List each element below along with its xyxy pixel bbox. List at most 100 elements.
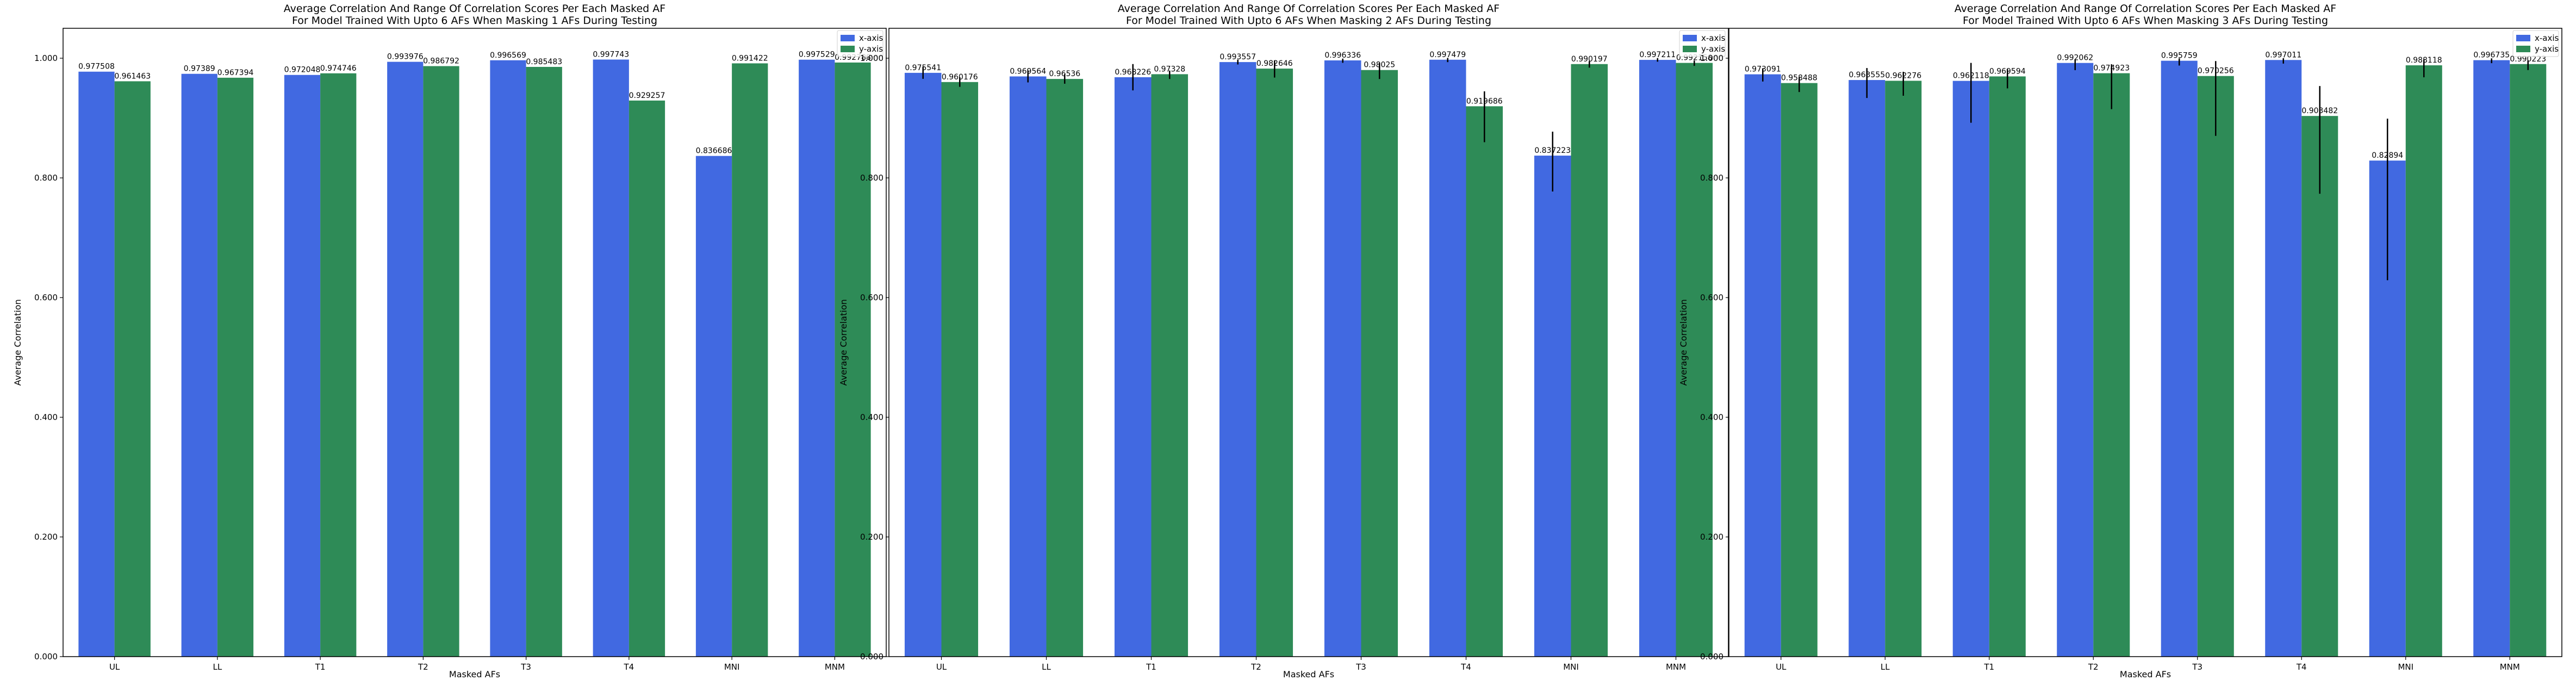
data-label: 0.977508 — [78, 63, 115, 71]
bar-y-axis-t3 — [1361, 70, 1398, 657]
data-label: 0.993976 — [387, 53, 424, 61]
data-label: 0.963555 — [1849, 71, 1885, 79]
bar-y-axis-ul — [114, 81, 151, 657]
bar-x-axis-t3 — [490, 60, 526, 657]
y-axis-label: Average Correlation — [838, 299, 849, 386]
x-tick-label: UL — [1776, 662, 1787, 672]
x-axis-label: Masked AFs — [2120, 669, 2171, 679]
data-label: 0.972048 — [284, 66, 321, 75]
x-tick-label: MNI — [1563, 662, 1579, 672]
data-label: 0.969594 — [1989, 67, 2026, 76]
data-label: 0.990223 — [2510, 55, 2546, 64]
data-label: 0.997529 — [799, 51, 835, 59]
bar-x-axis-t3 — [2161, 60, 2198, 657]
bar-x-axis-ll — [1849, 80, 1886, 657]
data-label: 0.836686 — [696, 147, 732, 156]
y-tick-label: 0.200 — [34, 532, 58, 542]
legend-swatch-y-axis — [841, 46, 855, 52]
bar-y-axis-ul — [941, 82, 979, 657]
bar-y-axis-ll — [1885, 81, 1922, 657]
data-label: 0.985483 — [526, 58, 562, 66]
bar-y-axis-t1 — [1989, 76, 2026, 657]
data-label: 0.837223 — [1534, 146, 1571, 155]
plot-frame — [888, 28, 1729, 657]
data-label: 0.98025 — [1364, 61, 1395, 70]
bar-y-axis-t3 — [526, 66, 562, 657]
bar-y-axis-t1 — [1151, 74, 1189, 657]
x-tick-label: UL — [109, 662, 120, 672]
x-tick-label: T4 — [2296, 662, 2307, 672]
legend-label: x-axis — [859, 33, 883, 43]
legend-swatch-x-axis — [2516, 35, 2530, 41]
bar-y-axis-mnm — [2510, 64, 2547, 657]
y-tick-label: 0.400 — [860, 412, 883, 422]
bar-x-axis-t2 — [1219, 62, 1256, 657]
data-label: 0.988118 — [2406, 56, 2442, 65]
bar-y-axis-t2 — [1256, 69, 1293, 657]
chart-title: Average Correlation And Range Of Correla… — [284, 3, 665, 15]
y-tick-label: 0.600 — [860, 293, 883, 302]
y-tick-label: 0.000 — [34, 652, 58, 662]
data-label: 0.993557 — [1219, 53, 1256, 61]
x-tick-label: LL — [1042, 662, 1051, 672]
legend-label: y-axis — [1701, 44, 1725, 54]
data-label: 0.974923 — [2093, 64, 2130, 73]
data-label: 0.995759 — [2161, 52, 2198, 60]
data-label: 0.986792 — [423, 57, 459, 66]
bar-x-axis-t2 — [387, 61, 424, 657]
y-axis-label: Average Correlation — [13, 299, 23, 386]
chart-subtitle: For Model Trained With Upto 6 AFs When M… — [1126, 15, 1491, 27]
bar-x-axis-t4 — [2265, 60, 2302, 657]
bar-y-axis-t2 — [423, 66, 459, 657]
data-label: 0.962276 — [1885, 71, 1921, 80]
bar-x-axis-ul — [1744, 74, 1781, 657]
x-tick-label: T4 — [1460, 662, 1471, 672]
y-tick-label: 1.000 — [1700, 53, 1723, 63]
bar-x-axis-t4 — [1429, 59, 1466, 657]
x-tick-label: T3 — [2192, 662, 2202, 672]
data-label: 0.997211 — [1639, 51, 1676, 59]
x-tick-label: T4 — [624, 662, 634, 672]
x-tick-label: MNM — [825, 662, 845, 672]
bar-y-axis-ll — [217, 77, 254, 657]
data-label: 0.969564 — [1010, 67, 1046, 76]
legend-swatch-y-axis — [1683, 46, 1697, 52]
data-label: 0.996336 — [1324, 51, 1361, 60]
y-tick-label: 0.200 — [1700, 532, 1723, 542]
bar-x-axis-ll — [1009, 76, 1047, 657]
bar-x-axis-mnm — [799, 59, 835, 657]
bar-x-axis-t1 — [284, 75, 321, 657]
chart-subtitle: For Model Trained With Upto 6 AFs When M… — [292, 15, 657, 27]
bar-y-axis-t4 — [1466, 106, 1503, 657]
bar-x-axis-t1 — [1952, 81, 1989, 657]
x-tick-label: T2 — [418, 662, 428, 672]
bar-x-axis-mnm — [2473, 60, 2510, 657]
data-label: 0.974746 — [320, 64, 357, 73]
bar-y-axis-t4 — [2301, 116, 2338, 657]
legend-label: x-axis — [2535, 33, 2559, 43]
legend-label: y-axis — [2535, 44, 2559, 54]
y-tick-label: 0.000 — [1700, 652, 1723, 662]
y-axis-label: Average Correlation — [1678, 299, 1689, 386]
bar-y-axis-mnm — [835, 62, 871, 657]
data-label: 0.958488 — [1781, 74, 1818, 83]
data-label: 0.996569 — [490, 51, 526, 60]
bar-y-axis-ul — [1781, 83, 1818, 657]
y-tick-label: 0.800 — [860, 173, 883, 183]
bar-x-axis-mnm — [1639, 60, 1676, 657]
bar-y-axis-t2 — [2093, 73, 2130, 657]
data-label: 0.960176 — [942, 73, 978, 82]
y-tick-label: 0.000 — [860, 652, 883, 662]
x-tick-label: LL — [1881, 662, 1890, 672]
legend-label: y-axis — [859, 44, 883, 54]
plot-frame — [63, 28, 887, 657]
data-label: 0.982646 — [1256, 59, 1293, 68]
x-tick-label: LL — [213, 662, 222, 672]
bar-x-axis-mni — [695, 156, 732, 657]
data-label: 0.992062 — [2057, 54, 2093, 63]
x-tick-label: T1 — [1146, 662, 1156, 672]
data-label: 0.903482 — [2301, 107, 2338, 115]
x-tick-label: T2 — [1250, 662, 1261, 672]
bar-x-axis-t3 — [1324, 60, 1361, 657]
